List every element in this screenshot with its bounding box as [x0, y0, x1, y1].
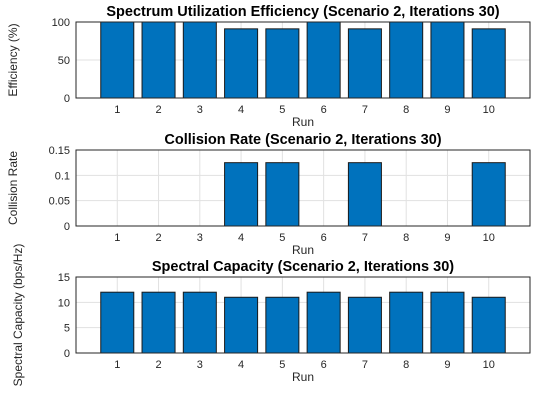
- x-tick-label: 7: [362, 232, 368, 244]
- bar-run-4: [224, 296, 259, 354]
- x-tick-label: 1: [114, 359, 120, 371]
- x-tick-label: 5: [279, 232, 285, 244]
- y-tick-label: 0.05: [49, 196, 70, 208]
- x-tick-label: 7: [362, 359, 368, 371]
- y-tick-label: 0.1: [55, 170, 70, 182]
- x-tick-label: 5: [279, 104, 285, 116]
- bar-run-5: [265, 296, 300, 354]
- chart-title: Spectrum Utilization Efficiency (Scenari…: [106, 4, 499, 20]
- y-tick-label: 0: [64, 221, 70, 233]
- bar-run-8: [389, 21, 424, 99]
- bar-run-2: [141, 291, 176, 354]
- x-tick-label: 2: [155, 232, 161, 244]
- y-tick-label: 50: [58, 55, 70, 67]
- x-tick-label: 10: [483, 104, 495, 116]
- x-tick-label: 3: [197, 232, 203, 244]
- bar-run-3: [182, 21, 217, 99]
- bar-run-6: [306, 291, 341, 354]
- y-axis-label: Collision Rate: [6, 151, 20, 225]
- x-tick-label: 9: [444, 359, 450, 371]
- chart2-axes-box: [75, 149, 531, 227]
- x-tick-label: 10: [483, 232, 495, 244]
- x-tick-label: 9: [444, 104, 450, 116]
- x-tick-label: 7: [362, 104, 368, 116]
- bar-run-1: [100, 21, 135, 99]
- y-axis-label: Efficiency (%): [6, 23, 20, 96]
- y-tick-label: 0: [64, 93, 70, 105]
- x-axis-label: Run: [292, 370, 314, 384]
- x-tick-label: 5: [279, 359, 285, 371]
- y-tick-label: 10: [58, 297, 70, 309]
- bar-run-10: [471, 28, 506, 99]
- x-tick-label: 8: [403, 232, 409, 244]
- x-axis-label: Run: [292, 115, 314, 129]
- bar-run-7: [347, 296, 382, 354]
- bar-run-9: [430, 21, 465, 99]
- chart-title: Collision Rate (Scenario 2, Iterations 3…: [164, 132, 441, 148]
- bar-run-7: [347, 162, 382, 227]
- y-tick-label: 15: [58, 272, 70, 284]
- x-tick-label: 6: [321, 104, 327, 116]
- x-axis-label: Run: [292, 243, 314, 257]
- x-tick-label: 9: [444, 232, 450, 244]
- x-tick-label: 4: [238, 359, 244, 371]
- x-tick-label: 10: [483, 359, 495, 371]
- bar-run-9: [430, 291, 465, 354]
- y-tick-label: 100: [52, 17, 70, 29]
- x-tick-label: 4: [238, 104, 244, 116]
- x-tick-label: 6: [321, 232, 327, 244]
- y-tick-label: 5: [64, 323, 70, 335]
- bar-run-4: [224, 28, 259, 99]
- x-tick-label: 4: [238, 232, 244, 244]
- bar-run-2: [141, 21, 176, 99]
- bar-run-1: [100, 291, 135, 354]
- x-tick-label: 3: [197, 359, 203, 371]
- bar-run-8: [389, 291, 424, 354]
- y-tick-label: 0.15: [49, 145, 70, 157]
- x-tick-label: 8: [403, 104, 409, 116]
- y-axis-label: Spectral Capacity (bps/Hz): [11, 244, 25, 387]
- bar-run-5: [265, 28, 300, 99]
- bar-run-7: [347, 28, 382, 99]
- y-tick-label: 0: [64, 348, 70, 360]
- bar-run-10: [471, 296, 506, 354]
- bar-run-6: [306, 21, 341, 99]
- x-tick-label: 1: [114, 232, 120, 244]
- x-tick-label: 2: [155, 359, 161, 371]
- x-tick-label: 3: [197, 104, 203, 116]
- bar-run-5: [265, 162, 300, 227]
- bar-run-3: [182, 291, 217, 354]
- x-tick-label: 8: [403, 359, 409, 371]
- bar-run-10: [471, 162, 506, 227]
- x-tick-label: 2: [155, 104, 161, 116]
- chart-title: Spectral Capacity (Scenario 2, Iteration…: [152, 259, 454, 275]
- x-tick-label: 1: [114, 104, 120, 116]
- x-tick-label: 6: [321, 359, 327, 371]
- chart1-axes-box: [75, 21, 531, 99]
- chart3-axes-box: [75, 276, 531, 354]
- bar-run-4: [224, 162, 259, 227]
